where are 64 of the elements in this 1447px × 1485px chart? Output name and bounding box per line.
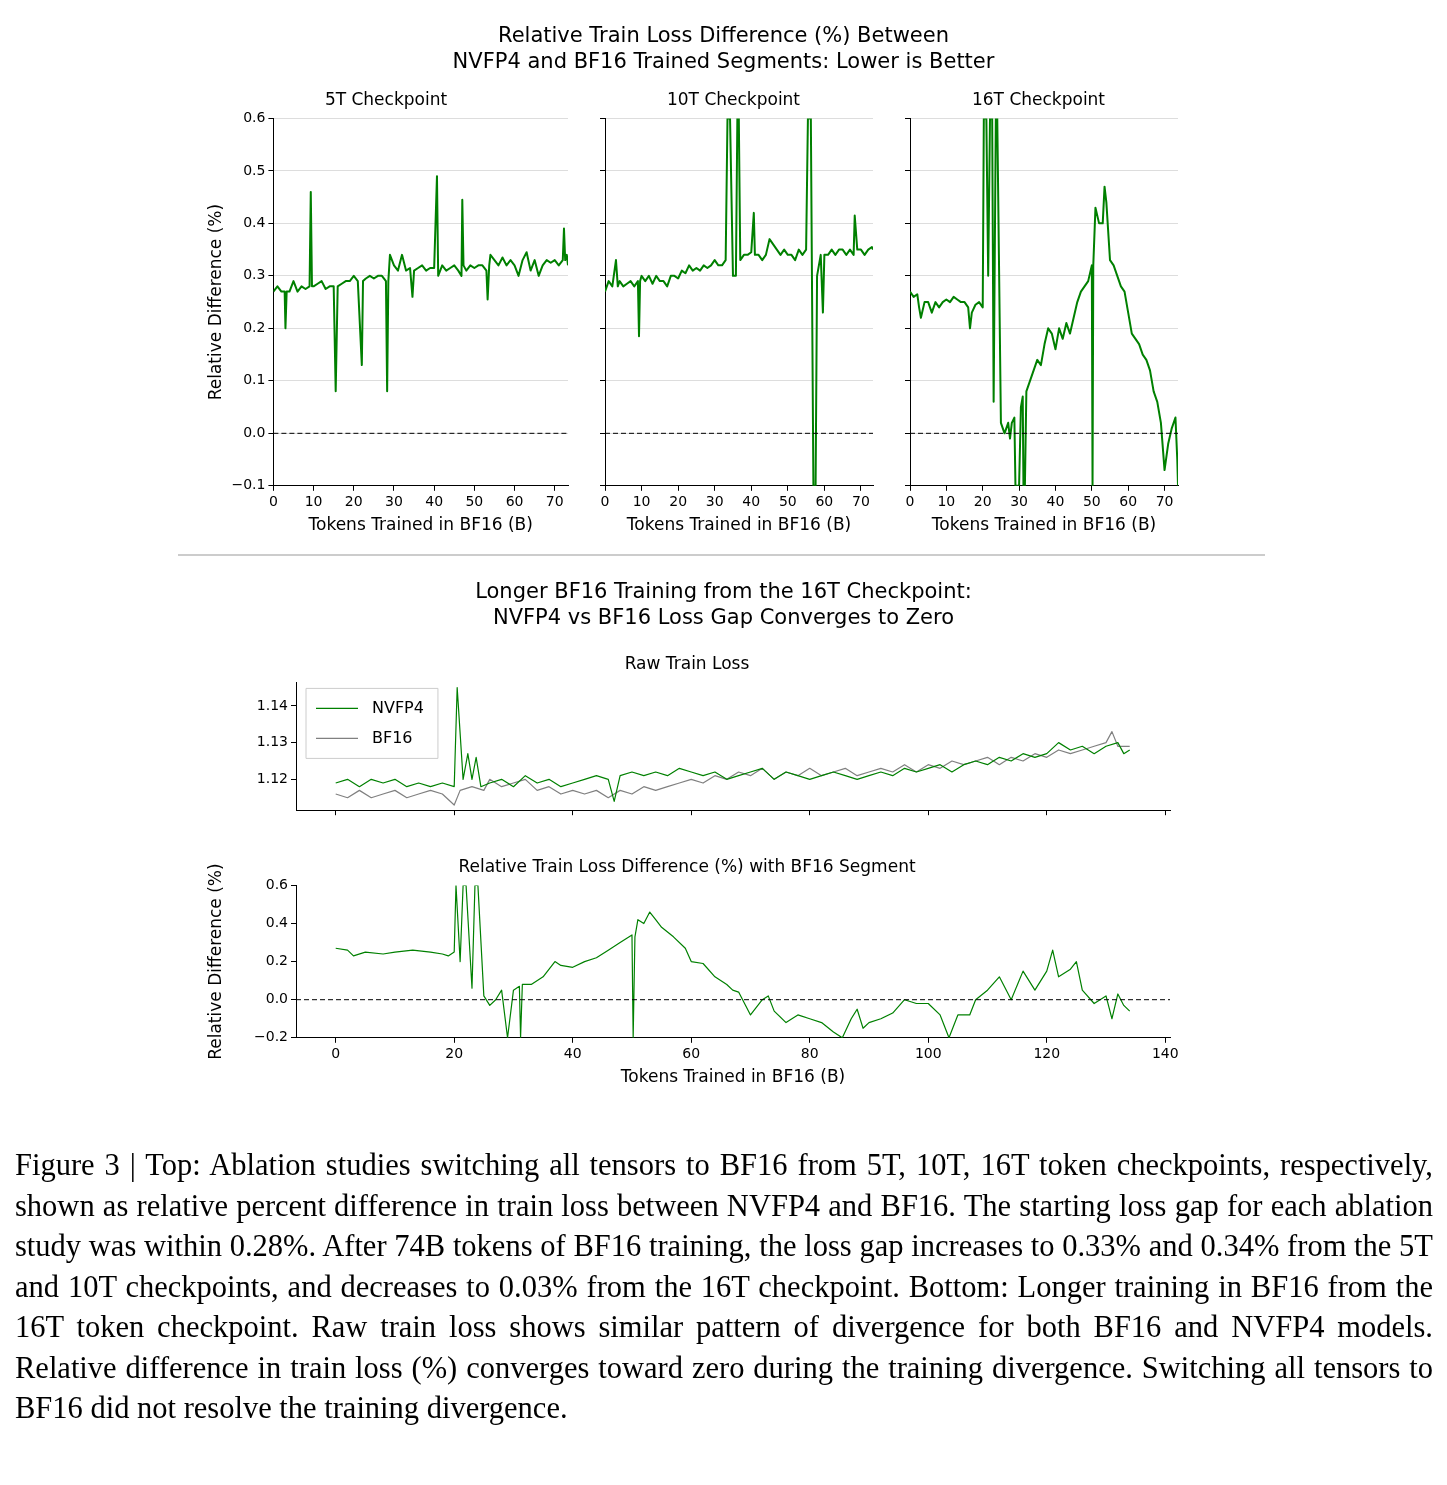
x-tick-label: 70 <box>852 492 870 509</box>
x-tick-label: 0 <box>600 492 610 509</box>
x-tick-label: 20 <box>445 1044 464 1061</box>
y-tick-label: 1.13 <box>256 733 288 750</box>
x-tick-label: 60 <box>1119 492 1138 509</box>
y-tick-label: 0.4 <box>265 914 289 931</box>
text: Longer BF16 Training from the 16T Checkpoint: NVFP4 vs BF16 Loss Gap Converges to Zero <box>474 578 973 631</box>
y-tick-label: 1.14 <box>256 696 289 713</box>
x-tick-label: 70 <box>1155 492 1174 509</box>
x-tick-label: 10 <box>632 492 651 509</box>
y-tick-label: 0.2 <box>265 952 288 969</box>
text: Relative Train Loss Difference (%) Between NVFP4 and BF16 Trained Segments: Lower is Better <box>451 22 996 75</box>
x-tick-label: 0 <box>268 492 278 509</box>
chart-title: 10T Checkpoint <box>666 88 801 109</box>
x-tick-label: 10 <box>937 492 956 509</box>
y-tick-label: 0.3 <box>243 266 266 283</box>
x-tick-label: 100 <box>914 1044 942 1061</box>
x-tick-label: 0 <box>905 492 915 509</box>
y-tick-label: 0.0 <box>265 990 288 1007</box>
x-tick-label: 40 <box>742 492 761 509</box>
x-tick-label: 80 <box>800 1044 819 1061</box>
x-tick-label: 70 <box>545 492 564 509</box>
y-tick-label: 0.6 <box>243 109 266 126</box>
x-tick-label: 60 <box>505 492 524 509</box>
y-tick-label: 0.2 <box>243 318 266 335</box>
x-tick-label: 50 <box>465 492 484 509</box>
y-tick-label: −0.1 <box>231 476 266 493</box>
y-tick-label: −0.2 <box>254 1028 288 1045</box>
x-tick-label: 10 <box>304 492 323 509</box>
chart-title: 5T Checkpoint <box>324 88 448 109</box>
x-tick-label: 140 <box>1151 1044 1179 1061</box>
x-tick-label: 20 <box>973 492 992 509</box>
x-tick-label: 40 <box>425 492 444 509</box>
chart-title: 16T Checkpoint <box>971 88 1106 109</box>
x-tick-label: 20 <box>669 492 688 509</box>
x-tick-label: 30 <box>705 492 724 509</box>
x-tick-label: 40 <box>1046 492 1065 509</box>
x-tick-label: 120 <box>1033 1044 1061 1061</box>
x-axis-title: Tokens Trained in BF16 (B) <box>625 514 852 535</box>
y-tick-label: 0.1 <box>243 371 266 388</box>
caption: Figure 3 | Top: Ablation studies switching all tensors to BF16 from 5T, 10T, 16T token checkpoints, respectively, shown as relative percent difference in train loss between NVFP4 and BF16. The starting loss gap for each ablation study was within 0.28%. After 74B tokens of BF16 training, the loss gap increases to 0.33% and 0.34% from the 5T and 10T checkpoints, and decreases to 0.03% from the 16T checkpoint. Bottom: Longer training in BF16 from the 16T token checkpoint. Raw train loss shows similar pattern of divergence for both BF16 and NVFP4 models. Relative difference in train loss (%) converges toward zero during the training divergence. Switching all tensors to BF16 did not resolve the training divergence. <box>15 1147 1433 1427</box>
x-tick-label: 30 <box>385 492 403 509</box>
x-tick-label: 50 <box>1082 492 1101 509</box>
x-tick-label: 40 <box>563 1044 582 1061</box>
y-tick-label: 0.0 <box>243 423 266 440</box>
x-tick-label: 60 <box>815 492 834 509</box>
x-axis-title: Tokens Trained in BF16 (B) <box>307 514 533 535</box>
y-tick-label: 0.4 <box>243 214 266 231</box>
x-axis-title: Tokens Trained in BF16 (B) <box>930 514 1157 535</box>
chart-title: Relative Train Loss Difference (%) with BF16 Segment <box>458 855 916 876</box>
y-tick-label: 0.6 <box>265 876 289 893</box>
x-tick-label: 20 <box>344 492 363 509</box>
legend-label: BF16 <box>372 727 413 747</box>
legend-label: NVFP4 <box>372 697 424 717</box>
x-tick-label: 60 <box>682 1044 701 1061</box>
chart-title: Raw Train Loss <box>624 652 750 673</box>
x-tick-label: 50 <box>778 492 797 509</box>
y-tick-label: 1.12 <box>256 769 288 786</box>
y-axis-title: Relative Difference (%) <box>204 203 225 401</box>
x-tick-label: 0 <box>331 1044 341 1061</box>
x-tick-label: 30 <box>1010 492 1029 509</box>
y-axis-title: Relative Difference (%) <box>204 863 225 1060</box>
y-tick-label: 0.5 <box>243 161 266 178</box>
x-axis-title: Tokens Trained in BF16 (B) <box>619 1066 846 1087</box>
